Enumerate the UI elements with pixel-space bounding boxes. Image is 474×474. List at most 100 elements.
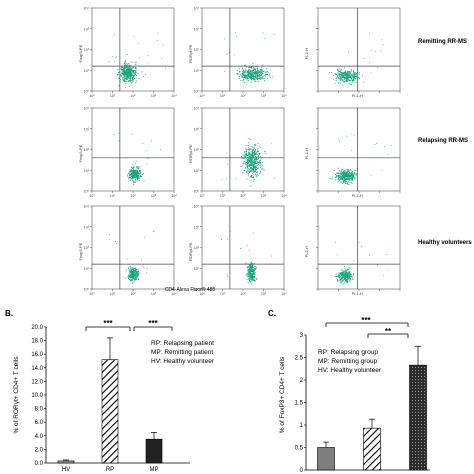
y-tick-label: 2.5: [295, 356, 304, 362]
event-dot: [346, 74, 348, 76]
event-dot: [342, 277, 344, 279]
event-dot: [129, 66, 131, 68]
y-tick-label: 16.0: [31, 352, 43, 358]
event-dot: [250, 70, 252, 72]
event-dot: [251, 145, 253, 147]
event-dot: [343, 177, 345, 179]
event-dot: [256, 67, 259, 69]
event-dot: [131, 71, 133, 73]
event-dot: [135, 174, 137, 177]
event-dot: [137, 42, 139, 44]
event-dot: [247, 170, 249, 172]
event-dot: [264, 37, 266, 39]
event-dot: [144, 180, 146, 181]
x-tick-label: 10²: [240, 194, 246, 198]
event-dot: [350, 278, 352, 280]
event-dot: [249, 264, 252, 266]
event-dot: [249, 270, 251, 272]
event-dot: [137, 270, 140, 272]
event-dot: [127, 172, 130, 174]
event-dot: [243, 155, 245, 157]
event-dots: [221, 138, 275, 187]
event-dot: [242, 165, 244, 167]
event-dot: [349, 267, 351, 269]
event-dot: [340, 177, 342, 180]
event-dot: [134, 172, 136, 174]
event-dot: [129, 175, 131, 177]
event-dot: [344, 181, 346, 183]
event-dot: [133, 170, 135, 172]
event-dot: [126, 77, 128, 79]
event-dot: [248, 267, 250, 269]
event-dot: [343, 171, 346, 173]
event-dot: [254, 153, 256, 155]
event-dot: [128, 63, 130, 65]
event-dot: [256, 66, 258, 68]
y-tick-label: 20.0: [31, 325, 43, 331]
event-dot: [121, 65, 124, 67]
event-dot: [346, 273, 348, 275]
event-dot: [129, 76, 131, 78]
event-dot: [244, 160, 246, 163]
event-dot: [262, 64, 264, 66]
x-tick-label: 10³: [261, 94, 267, 98]
event-dot: [129, 77, 131, 79]
event-dot: [130, 68, 132, 70]
event-dot: [126, 67, 128, 69]
event-dot: [254, 73, 256, 76]
event-dot: [249, 171, 251, 173]
event-dot: [257, 157, 259, 159]
event-dot: [255, 152, 258, 154]
event-dot: [130, 275, 132, 277]
event-dot: [348, 273, 350, 275]
event-dot: [131, 270, 133, 272]
event-dot: [251, 158, 253, 160]
event-dot: [255, 268, 257, 270]
event-dot: [347, 71, 349, 73]
event-dot: [344, 275, 346, 277]
event-dot: [250, 66, 252, 68]
y-tick-label: 10³: [194, 127, 200, 131]
event-dot: [136, 176, 138, 178]
event-dot: [125, 77, 127, 79]
event-dot: [242, 71, 244, 73]
event-dot: [269, 65, 271, 67]
event-dot: [117, 132, 119, 134]
event-dot: [245, 77, 247, 79]
event-dot: [350, 176, 352, 178]
event-dot: [351, 171, 353, 174]
event-dot: [257, 77, 259, 80]
event-dot: [129, 273, 131, 275]
event-dot: [335, 73, 337, 75]
event-dot: [115, 241, 116, 242]
event-dot: [241, 68, 243, 70]
event-dot: [352, 173, 354, 175]
event-dot: [236, 35, 238, 37]
event-dot: [135, 68, 137, 70]
event-dot: [347, 79, 349, 81]
event-dot: [246, 162, 248, 164]
event-dot: [127, 73, 129, 75]
event-dot: [130, 269, 132, 271]
event-dot: [345, 70, 347, 72]
event-dot: [346, 282, 348, 284]
event-dot: [122, 66, 124, 68]
event-dot: [251, 165, 253, 167]
event-dot: [235, 178, 237, 180]
event-dot: [113, 134, 115, 136]
event-dot: [123, 72, 125, 74]
event-dot: [353, 76, 355, 78]
event-dot: [254, 270, 256, 272]
event-dot: [347, 269, 349, 271]
y-tick-label: 18.0: [31, 339, 43, 345]
event-dot: [338, 82, 340, 84]
event-dot: [249, 275, 251, 277]
event-dot: [261, 74, 263, 76]
event-dot: [137, 72, 139, 74]
event-dot: [254, 69, 257, 71]
event-dot: [128, 72, 130, 74]
event-dot: [130, 177, 132, 180]
event-dot: [356, 77, 358, 79]
event-dot: [247, 159, 249, 161]
